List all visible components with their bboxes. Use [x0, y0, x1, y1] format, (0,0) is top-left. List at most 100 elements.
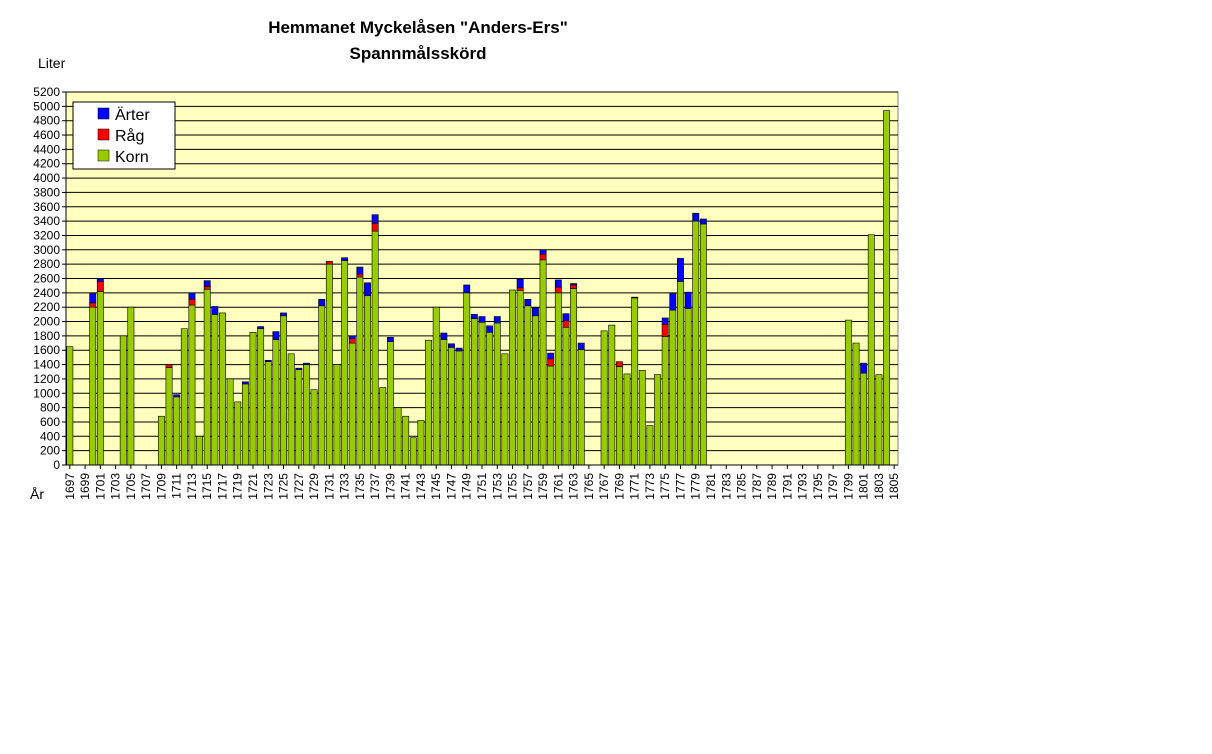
bar-ärter-1746: [440, 332, 448, 340]
bar-ärter-1700: [89, 293, 97, 304]
bar-korn-1803: [875, 374, 883, 466]
bar-korn-1716: [211, 314, 219, 466]
bar-korn-1753: [493, 322, 501, 466]
bar-ärter-1751: [478, 316, 486, 323]
bar-korn-1705: [127, 306, 135, 466]
bar-råg-1761: [554, 286, 562, 294]
x-tick-label: 1707: [139, 473, 153, 500]
legend-swatch-arter: [97, 107, 110, 120]
x-tick-label: 1699: [78, 473, 92, 500]
bar-korn-1724: [272, 339, 280, 466]
bar-korn-1775: [661, 336, 669, 466]
x-tick-label: 1801: [857, 473, 871, 500]
bar-korn-1711: [173, 396, 181, 466]
bar-ärter-1762: [562, 313, 570, 322]
y-tick-label: 1000: [33, 386, 60, 400]
y-tick-label: 1400: [33, 358, 60, 372]
y-tick-label: 4600: [33, 128, 60, 142]
y-tick-label: 3200: [33, 228, 60, 242]
bar-korn-1756: [516, 290, 524, 466]
bar-korn-1769: [615, 366, 623, 466]
bar-råg-1713: [188, 298, 196, 306]
bar-ärter-1734: [348, 335, 356, 340]
y-tick-label: 1800: [33, 329, 60, 343]
bar-ärter-1775: [661, 317, 669, 325]
bar-korn-1718: [226, 378, 234, 466]
bar-råg-1762: [562, 320, 570, 328]
bar-ärter-1756: [516, 278, 524, 289]
x-tick-label: 1733: [338, 473, 352, 500]
bar-korn-1749: [463, 292, 471, 466]
bar-korn-1747: [448, 347, 455, 466]
bar-korn-1800: [852, 342, 860, 466]
bar-korn-1799: [844, 319, 852, 466]
x-tick-label: 1741: [399, 473, 413, 500]
y-tick-label: 800: [40, 401, 60, 415]
legend-label-arter: Ärter: [115, 106, 150, 124]
x-tick-label: 1777: [673, 473, 687, 500]
bar-korn-1764: [577, 349, 585, 466]
y-tick-label: 4200: [33, 157, 60, 171]
y-tick-label: 5200: [33, 85, 60, 99]
x-tick-label: 1781: [704, 473, 718, 500]
x-tick-label: 1723: [261, 473, 275, 500]
bar-korn-1727: [295, 369, 303, 466]
bar-korn-1763: [570, 288, 578, 466]
bar-ärter-1733: [341, 257, 349, 261]
y-tick-label: 3800: [33, 185, 60, 199]
bar-korn-1751: [478, 321, 486, 466]
bar-korn-1760: [547, 365, 555, 466]
bar-korn-1758: [531, 315, 539, 466]
y-tick-label: 3000: [33, 243, 60, 257]
bar-ärter-1752: [486, 325, 494, 333]
bar-råg-1737: [371, 222, 379, 232]
x-tick-label: 1759: [536, 473, 550, 500]
y-tick-label: 4400: [33, 142, 60, 156]
bar-korn-1717: [219, 312, 226, 466]
bar-ärter-1747: [448, 343, 455, 348]
bar-ärter-1750: [470, 314, 478, 319]
bar-ärter-1725: [280, 312, 287, 317]
bar-korn-1743: [417, 420, 425, 466]
bar-korn-1734: [348, 342, 356, 466]
x-tick-label: 1711: [170, 473, 184, 499]
x-tick-label: 1705: [124, 473, 138, 500]
x-tick-label: 1717: [215, 473, 229, 500]
x-tick-label: 1697: [63, 473, 77, 500]
bar-korn-1712: [180, 328, 188, 466]
bar-korn-1748: [455, 350, 463, 466]
bar-korn-1721: [249, 331, 257, 466]
bar-korn-1728: [303, 364, 310, 466]
y-tick-label: 2600: [33, 272, 60, 286]
bar-korn-1715: [203, 288, 211, 466]
x-tick-label: 1797: [826, 473, 840, 500]
x-tick-label: 1761: [551, 473, 565, 500]
x-tick-label: 1713: [185, 473, 199, 500]
bar-korn-1771: [631, 297, 639, 466]
y-tick-label: 600: [40, 415, 60, 429]
bar-korn-1745: [432, 306, 440, 466]
bar-ärter-1722: [257, 326, 265, 330]
x-tick-label: 1803: [872, 473, 886, 500]
bar-korn-1732: [333, 364, 341, 466]
bar-korn-1754: [501, 353, 509, 466]
bar-råg-1756: [516, 287, 524, 291]
bar-ärter-1723: [264, 359, 272, 362]
bar-ärter-1736: [364, 282, 371, 297]
bar-korn-1741: [402, 415, 410, 466]
bar-råg-1731: [325, 260, 333, 265]
bar-ärter-1720: [241, 381, 249, 385]
x-tick-label: 1775: [658, 473, 672, 500]
bar-ärter-1801: [860, 362, 868, 374]
bar-ärter-1724: [272, 331, 280, 340]
legend-swatch-korn: [97, 149, 110, 162]
bar-ärter-1749: [463, 284, 471, 294]
x-tick-label: 1769: [612, 473, 626, 500]
bar-ärter-1715: [203, 280, 211, 287]
bar-ärter-1778: [684, 291, 692, 309]
bar-korn-1730: [318, 305, 326, 466]
bar-korn-1772: [638, 370, 646, 466]
bar-råg-1700: [89, 302, 97, 308]
x-tick-label: 1799: [841, 473, 855, 500]
